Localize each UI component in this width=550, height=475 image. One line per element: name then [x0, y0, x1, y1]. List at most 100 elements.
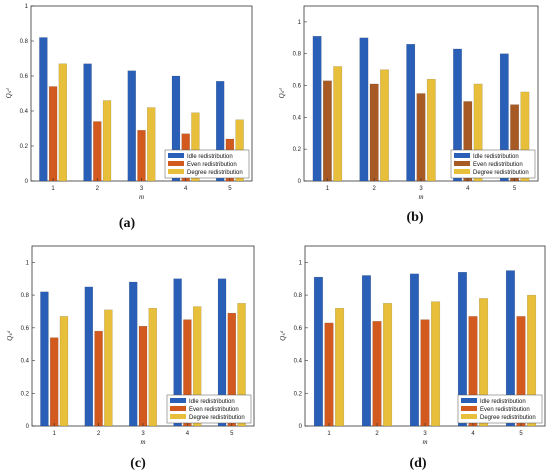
y-tick-label: 0.2: [21, 391, 30, 397]
x-tick-label: 2: [96, 186, 100, 192]
legend-swatch: [168, 161, 184, 166]
legend-entry: Even redistribution: [189, 407, 239, 413]
bar-degree-redistribution-m1: [58, 63, 68, 182]
x-tick-label: 2: [373, 186, 377, 192]
bar-degree-redistribution-m2: [380, 69, 389, 182]
bar-idle-redistribution-m3: [129, 281, 138, 427]
x-tick-label: 3: [140, 186, 144, 192]
x-tick-label: 5: [513, 186, 517, 192]
bar-idle-redistribution-m3: [409, 273, 419, 427]
bar-degree-redistribution-m1: [333, 66, 343, 182]
x-tick-label: 5: [230, 431, 234, 437]
bar-degree-redistribution-m3: [426, 78, 436, 182]
y-tick-label: 1: [298, 20, 302, 26]
bar-degree-redistribution-m5: [520, 91, 530, 182]
legend-entry: Idle redistribution: [473, 154, 519, 160]
x-tick-label: 2: [375, 431, 379, 437]
bar-idle-redistribution-m2: [84, 286, 94, 427]
y-tick-label: 0.2: [294, 391, 303, 397]
x-tick-label: 1: [53, 431, 57, 437]
bar-even-redistribution-m1: [324, 322, 334, 427]
legend-swatch: [168, 169, 184, 174]
bar-idle-redistribution-m4: [457, 271, 467, 427]
y-tick-label: 1: [25, 4, 29, 10]
bar-even-redistribution-m1: [322, 80, 332, 182]
legend-swatch: [454, 161, 470, 166]
legend-entry: Degree redistribution: [189, 415, 245, 421]
chart-panel-4: 0 0.2 0.4 0.6 0.8 1 Qₛᵈ 1 2 3 4 5 m Idle redistributi…: [279, 245, 546, 471]
y-tick-label: 0.8: [294, 293, 303, 299]
bar-degree-redistribution-m1: [335, 307, 345, 427]
bar-idle-redistribution-m5: [215, 81, 225, 182]
x-tick-label: 4: [466, 186, 470, 192]
bar-even-redistribution-m3: [420, 319, 430, 427]
y-tick-label: 0.8: [21, 293, 30, 299]
bar-idle-redistribution-m5: [499, 53, 509, 182]
y-tick-label: 0: [298, 179, 302, 185]
legend-swatch: [454, 153, 470, 158]
bar-degree-redistribution-m4: [479, 298, 489, 427]
bar-even-redistribution-m2: [372, 321, 382, 427]
x-axis-label: m: [418, 193, 423, 201]
legend-swatch: [454, 169, 470, 174]
y-tick-label: 0.2: [293, 147, 302, 153]
bar-idle-redistribution-m2: [359, 37, 369, 182]
bar-degree-redistribution-m5: [237, 303, 246, 427]
y-tick-label: 0: [299, 424, 303, 430]
x-tick-label: 5: [228, 186, 232, 192]
bar-even-redistribution-m2: [93, 121, 102, 182]
legend: Idle redistribution Even redistribution De…: [450, 149, 536, 179]
y-tick-label: 0.6: [294, 326, 303, 332]
legend-swatch: [170, 414, 186, 419]
legend-entry: Even redistribution: [480, 407, 530, 413]
y-tick-label: 1: [26, 260, 30, 266]
legend-entry: Degree redistribution: [187, 170, 243, 176]
bar-idle-redistribution-m4: [173, 278, 182, 427]
legend-entry: Even redistribution: [473, 162, 523, 168]
chart-panel-1: 0 0.2 0.4 0.6 0.8 1 Qₛᵈ 1 2 3 4 5 m Idle redistributi…: [5, 4, 253, 231]
y-tick-label: 0.8: [20, 39, 29, 45]
legend-swatch: [461, 414, 477, 419]
y-axis-label: Qₛᵈ: [278, 88, 286, 99]
x-axis-label: m: [139, 193, 144, 201]
bar-even-redistribution-m3: [138, 325, 148, 427]
y-tick-label: 0: [25, 179, 29, 185]
legend: Idle redistribution Even redistribution De…: [457, 394, 543, 424]
x-tick-label: 2: [97, 431, 101, 437]
bar-idle-redistribution-m5: [505, 270, 515, 427]
bar-idle-redistribution-m5: [217, 278, 227, 427]
legend-entry: Idle redistribution: [189, 399, 235, 405]
x-axis-label: m: [140, 438, 145, 446]
bar-degree-redistribution-m1: [59, 316, 69, 427]
bar-degree-redistribution-m2: [104, 309, 113, 427]
legend-entry: Idle redistribution: [480, 399, 526, 405]
x-tick-label: 3: [141, 431, 145, 437]
panel-label: (d): [409, 456, 426, 471]
y-tick-label: 0.6: [293, 84, 302, 90]
panel-label: (b): [406, 210, 423, 225]
bar-idle-redistribution-m1: [312, 36, 322, 182]
bar-even-redistribution-m2: [369, 83, 379, 182]
y-tick-label: 0.4: [293, 115, 302, 121]
legend-swatch: [170, 406, 186, 411]
y-tick-label: 0.6: [20, 74, 29, 80]
x-tick-label: 1: [51, 186, 55, 192]
y-tick-label: 0.2: [20, 144, 29, 150]
y-tick-label: 0.4: [20, 109, 29, 115]
x-tick-label: 4: [471, 431, 475, 437]
bar-idle-redistribution-m4: [453, 48, 462, 182]
x-tick-label: 3: [423, 431, 427, 437]
bar-even-redistribution-m3: [416, 93, 426, 182]
bar-degree-redistribution-m5: [527, 294, 537, 427]
chart-panel-2: 0 0.2 0.4 0.6 0.8 1 Qₛᵈ 1 2 3 4 5 m Idle redistributi…: [278, 5, 539, 225]
bar-degree-redistribution-m3: [147, 107, 156, 182]
panel-label: (a): [119, 216, 136, 231]
y-tick-label: 1: [299, 260, 303, 266]
bar-idle-redistribution-m2: [361, 275, 371, 427]
chart-panel-3: 0 0.2 0.4 0.6 0.8 1 Qₛᵈ 1 2 3 4 5 m Idle redistributi…: [6, 245, 255, 471]
y-axis-label: Qₛᵈ: [6, 330, 14, 341]
bar-even-redistribution-m2: [94, 330, 103, 427]
bar-degree-redistribution-m2: [383, 303, 393, 427]
legend-swatch: [461, 398, 477, 403]
